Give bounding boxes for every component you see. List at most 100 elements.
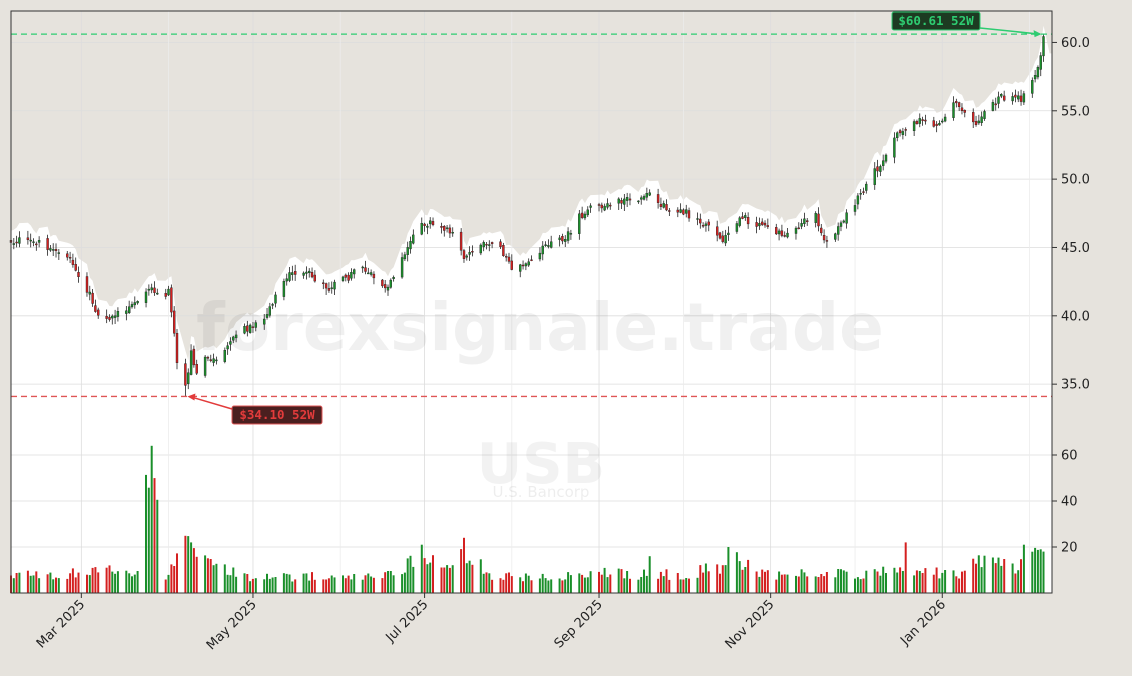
candle-body <box>873 168 876 185</box>
candle-body <box>167 288 170 296</box>
volume-bar <box>97 572 100 593</box>
volume-bar <box>69 573 72 593</box>
candle-body <box>459 231 463 251</box>
candle-body <box>440 225 443 228</box>
candle-body <box>735 223 739 232</box>
volume-bar <box>330 575 333 593</box>
candle-body <box>853 205 857 212</box>
candle-body <box>530 259 533 261</box>
volume-bar <box>392 575 395 593</box>
candle-body <box>628 198 632 201</box>
candle-body <box>12 243 16 245</box>
candle-body <box>37 239 41 243</box>
volume-bar <box>187 536 190 593</box>
candle-body <box>972 112 975 123</box>
volume-bar <box>302 573 305 593</box>
volume-bar <box>387 571 389 593</box>
volume-bar <box>71 568 74 593</box>
volume-bar <box>18 572 21 593</box>
candle-body <box>1019 95 1023 102</box>
volume-bar <box>12 578 15 593</box>
candle-body <box>54 249 58 252</box>
candle-body <box>780 230 784 236</box>
candle-body <box>547 245 550 247</box>
volume-bar <box>251 578 254 593</box>
candle-body <box>499 241 502 247</box>
candle-body <box>620 199 623 204</box>
volume-bar <box>114 573 117 593</box>
volume-bar <box>797 576 800 593</box>
candle-body <box>246 325 249 332</box>
volume-bar <box>626 571 629 593</box>
volume-bar <box>578 573 581 593</box>
volume-bar <box>294 579 297 593</box>
price-y-tick-label: 45.0 <box>1061 241 1090 256</box>
volume-bar <box>806 576 809 593</box>
volume-bar <box>508 572 510 593</box>
volume-bar <box>550 579 553 593</box>
candle-body <box>941 120 944 123</box>
candle-body <box>305 271 308 274</box>
candle-body <box>96 309 100 316</box>
volume-bar <box>254 578 257 593</box>
candle-body <box>324 283 328 289</box>
candle-body <box>502 244 505 256</box>
volume-bar <box>150 445 153 593</box>
candle-body <box>226 345 229 350</box>
volume-bar <box>558 578 561 593</box>
volume-bar <box>918 571 921 593</box>
candle-body <box>310 272 314 278</box>
candle-body <box>353 269 356 275</box>
volume-bar <box>823 576 826 593</box>
candle-body <box>392 277 395 280</box>
volume-bar <box>825 572 828 593</box>
volume-bar <box>707 571 710 593</box>
volume-bar <box>958 578 961 593</box>
candle-body <box>18 237 21 244</box>
volume-bar <box>1011 563 1014 593</box>
candle-body <box>15 241 18 244</box>
volume-bar <box>268 578 271 593</box>
candle-body <box>876 166 879 172</box>
volume-bar <box>505 573 508 593</box>
candle-body <box>288 272 291 281</box>
candle-body <box>91 292 94 304</box>
price-y-tick-label: 35.0 <box>1061 378 1090 393</box>
candle-body <box>468 252 471 255</box>
volume-bar <box>361 579 364 593</box>
candle-body <box>229 341 232 345</box>
candle-body <box>763 222 767 226</box>
volume-bar <box>491 579 494 593</box>
candle-body <box>254 322 258 328</box>
candle-body <box>406 247 409 255</box>
volume-bar <box>834 577 837 593</box>
volume-bar <box>564 579 567 593</box>
candle-body <box>924 119 927 122</box>
candle-body <box>856 195 860 205</box>
candle-body <box>977 120 980 124</box>
candle-body <box>150 287 153 291</box>
volume-y-tick-label: 40 <box>1061 495 1078 510</box>
candle-body <box>1022 93 1026 103</box>
volume-bar <box>384 572 387 593</box>
volume-bar <box>364 575 367 593</box>
volume-bar <box>204 555 207 593</box>
candle-body <box>685 209 688 214</box>
volume-bar <box>527 575 530 593</box>
volume-bar <box>696 577 699 593</box>
candle-body <box>716 226 719 236</box>
volume-bar <box>800 569 803 593</box>
candle-body <box>505 256 508 258</box>
candle-body <box>957 102 961 108</box>
volume-bar <box>131 576 133 593</box>
candle-body <box>679 209 682 213</box>
candle-body <box>606 203 609 208</box>
candle-body <box>212 358 215 363</box>
volume-bar <box>544 578 547 593</box>
candle-body <box>490 242 494 244</box>
candle-body <box>825 240 829 242</box>
candle-body <box>817 213 820 227</box>
candle-body <box>49 248 52 251</box>
volume-bar <box>983 555 986 593</box>
